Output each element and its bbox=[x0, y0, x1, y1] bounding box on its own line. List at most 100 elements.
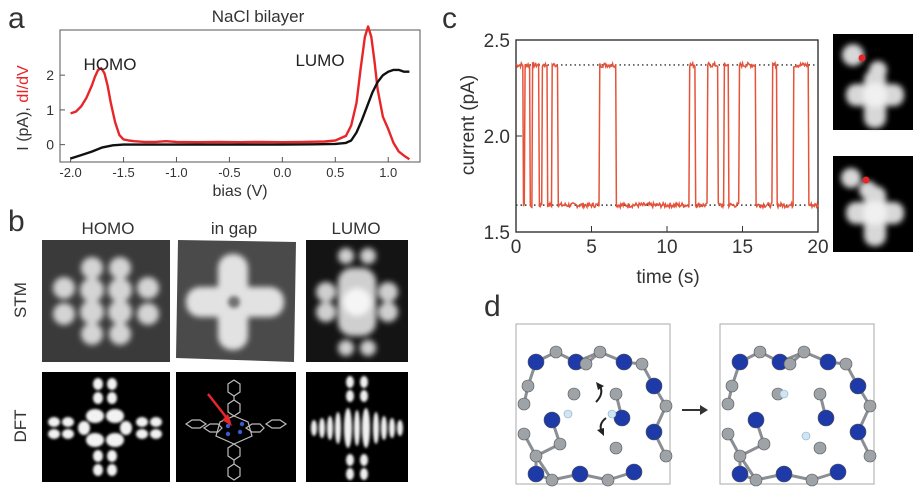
chart-c-ylabel: current (pA) bbox=[458, 75, 479, 175]
hydrogen-atom bbox=[801, 431, 811, 441]
atom bbox=[527, 353, 545, 371]
tip-marker-icon bbox=[858, 54, 866, 62]
atom bbox=[839, 357, 853, 371]
hydrogen-atom bbox=[779, 389, 789, 399]
panel-c-chart: current (pA) time (s) 0 5 10 15 20 1.5 2.0 2.5 bbox=[458, 31, 829, 288]
atom bbox=[625, 463, 643, 481]
porphyrin-after-structure bbox=[721, 345, 877, 487]
atom bbox=[747, 411, 765, 429]
chart-a-annotation-lumo: LUMO bbox=[295, 51, 344, 70]
grid-col-in-gap: in gap bbox=[211, 219, 257, 238]
atom bbox=[545, 473, 559, 487]
chart-a-ylabel-black: I (pA), bbox=[15, 103, 32, 151]
atom bbox=[571, 465, 589, 483]
atom bbox=[725, 379, 739, 393]
chart-c-xtick-label: 0 bbox=[511, 237, 522, 258]
atom bbox=[813, 387, 827, 401]
chart-a-ytick-label: 0 bbox=[46, 137, 54, 153]
atom bbox=[527, 465, 545, 483]
atom bbox=[829, 463, 847, 481]
atom bbox=[517, 397, 531, 411]
chart-c-xtick-label: 10 bbox=[656, 237, 677, 258]
grid-col-homo: HOMO bbox=[82, 219, 135, 238]
chart-a-ytick-label: 1 bbox=[46, 102, 54, 118]
atom bbox=[613, 409, 631, 427]
stm-lumo-image bbox=[306, 240, 408, 362]
atom bbox=[797, 345, 811, 359]
atom bbox=[849, 377, 867, 395]
atom bbox=[721, 427, 735, 441]
atom bbox=[645, 377, 663, 395]
atom bbox=[863, 449, 877, 463]
panel-label-d: d bbox=[484, 290, 501, 323]
chart-a-xtick-label: -1.0 bbox=[165, 165, 187, 180]
atom bbox=[543, 411, 561, 429]
stm-homo-image bbox=[42, 240, 170, 362]
chart-c-xlabel: time (s) bbox=[636, 267, 699, 288]
atom bbox=[721, 397, 735, 411]
atom bbox=[635, 357, 649, 371]
chart-c-series-line bbox=[515, 60, 819, 211]
atom bbox=[819, 353, 837, 371]
atom bbox=[579, 357, 593, 371]
chart-a-xtick-label: -2.0 bbox=[59, 165, 81, 180]
atom bbox=[521, 379, 535, 393]
chart-a-xlabel: bias (V) bbox=[212, 183, 267, 200]
chart-a-ylabel-red: dI/dV bbox=[15, 65, 32, 103]
chart-a-axes: -2.0 -1.5 -1.0 -0.5 0.0 0.5 1.0 0 1 2 bbox=[46, 29, 421, 180]
arrow-icon bbox=[597, 428, 604, 436]
chart-c-series bbox=[515, 60, 819, 211]
chart-c-ytick-label: 2.5 bbox=[484, 31, 510, 52]
chart-a-title: NaCl bilayer bbox=[212, 7, 305, 26]
chart-a-ytick-label: 2 bbox=[46, 67, 54, 83]
chart-c-ytick-label: 2.0 bbox=[484, 127, 510, 148]
hydrogen-atom bbox=[563, 409, 573, 419]
chart-a-frame bbox=[59, 29, 421, 163]
chart-a-xtick-label: -1.5 bbox=[112, 165, 134, 180]
stm-in-gap-image bbox=[176, 240, 296, 362]
panel-label-c: c bbox=[442, 2, 457, 35]
panel-label-a: a bbox=[8, 2, 25, 35]
chart-a-xtick-label: 0.0 bbox=[273, 165, 291, 180]
dft-lumo-image bbox=[306, 372, 408, 482]
chart-a-series bbox=[70, 25, 411, 161]
atom bbox=[609, 387, 623, 401]
stm-side-image-top bbox=[833, 34, 913, 130]
atom bbox=[783, 357, 797, 371]
stm-side-image-bottom bbox=[833, 156, 913, 252]
atom bbox=[659, 449, 673, 463]
atom bbox=[733, 449, 747, 463]
atom bbox=[615, 353, 633, 371]
chart-a-annotation-homo: HOMO bbox=[84, 55, 137, 74]
porphyrin-before-structure bbox=[517, 345, 673, 487]
atom bbox=[549, 345, 563, 359]
chart-c-xtick-label: 20 bbox=[807, 237, 828, 258]
atom bbox=[749, 473, 763, 487]
atom bbox=[813, 441, 827, 455]
atom bbox=[601, 473, 615, 487]
atom bbox=[529, 449, 543, 463]
atom bbox=[753, 345, 767, 359]
dft-homo-image bbox=[42, 372, 170, 482]
atom bbox=[645, 423, 663, 441]
grid-row-dft: DFT bbox=[11, 409, 30, 442]
atom bbox=[775, 465, 793, 483]
atom bbox=[517, 427, 531, 441]
atom bbox=[593, 345, 607, 359]
chart-c-xtick-label: 15 bbox=[732, 237, 753, 258]
panel-d-diagram bbox=[515, 323, 877, 487]
chart-a-xtick-label: -0.5 bbox=[218, 165, 240, 180]
atom bbox=[817, 409, 835, 427]
atom bbox=[567, 387, 581, 401]
tip-marker-icon bbox=[862, 176, 870, 184]
atom bbox=[609, 441, 623, 455]
chart-c-ytick-label: 1.5 bbox=[484, 223, 510, 244]
chart-a-series-line-0 bbox=[70, 25, 411, 161]
panel-label-b: b bbox=[8, 205, 25, 238]
atom bbox=[553, 437, 567, 451]
atom bbox=[731, 353, 749, 371]
atom bbox=[757, 437, 771, 451]
hydrogen-atom bbox=[607, 409, 617, 419]
chart-a-ylabel: I (pA), dI/dV bbox=[15, 65, 32, 151]
